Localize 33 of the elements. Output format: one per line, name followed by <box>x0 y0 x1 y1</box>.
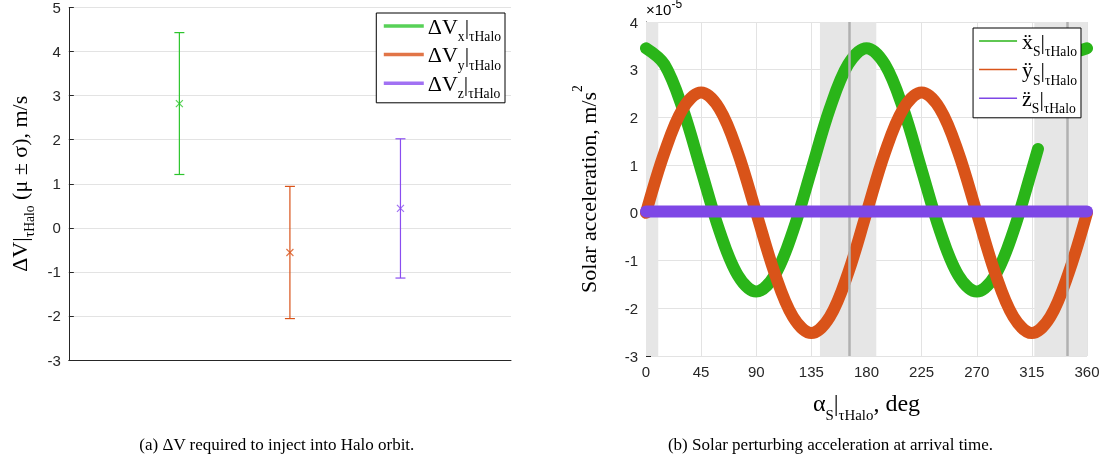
x-tick-label: 180 <box>853 363 880 380</box>
y-tick-label: 2 <box>629 108 638 126</box>
x-tick-label: 270 <box>964 363 990 380</box>
y-tick-label: 5 <box>52 0 61 16</box>
x-tick-label: 0 <box>641 363 651 380</box>
y-tick-label: 3 <box>629 61 638 79</box>
y-tick-label: -3 <box>624 347 638 365</box>
x-tick-label: 360 <box>1074 363 1100 380</box>
y-tick-label: -1 <box>47 263 61 281</box>
x-tick-label: 90 <box>747 363 765 380</box>
y-tick-label: 1 <box>52 175 61 193</box>
x-tick-label: 315 <box>1019 363 1045 380</box>
x-tick-label: 45 <box>692 363 710 380</box>
y-tick-label: -2 <box>47 307 61 325</box>
text: (b) Solar perturbing acceleration at arrival time. <box>667 435 994 454</box>
y-tick-label: -2 <box>624 299 638 317</box>
y-axis-title: Solar acceleration, m/s2 <box>570 84 601 293</box>
text: (a) ΔV required to inject into Halo orbit. <box>139 435 415 454</box>
y-tick-label: 2 <box>52 131 61 149</box>
point <box>175 99 184 108</box>
y-axis-title: ΔV|τHalo (μ ± σ), m/s <box>6 95 38 272</box>
y-tick-label: 4 <box>52 43 61 61</box>
y-tick-label: 0 <box>52 219 61 237</box>
x-tick-label: 225 <box>909 363 935 380</box>
y-tick-label: 3 <box>52 87 61 105</box>
y-tick-label: 4 <box>629 13 638 31</box>
point <box>396 204 405 213</box>
y-tick-label: -3 <box>47 351 61 369</box>
point <box>285 248 295 257</box>
x-tick-label: 135 <box>798 363 824 380</box>
y-tick-label: -1 <box>624 252 638 270</box>
y-tick-label: 0 <box>629 204 638 222</box>
y-tick-label: 1 <box>629 156 638 174</box>
